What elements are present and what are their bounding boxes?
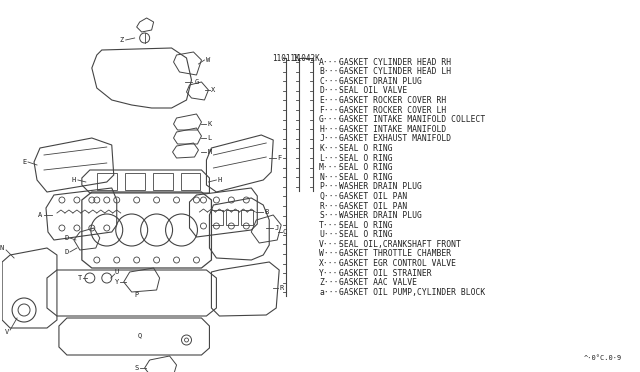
Text: V····: V····: [319, 240, 344, 249]
Text: K: K: [207, 121, 212, 127]
Text: T····: T····: [319, 221, 344, 230]
Text: SEAL OIL,CRANKSHAFT FRONT: SEAL OIL,CRANKSHAFT FRONT: [339, 240, 461, 249]
Text: D····: D····: [319, 86, 344, 95]
Text: Q: Q: [138, 332, 142, 338]
Text: G: G: [195, 79, 198, 85]
Text: 11042K: 11042K: [292, 54, 320, 62]
Text: Y····: Y····: [319, 269, 344, 278]
Text: GASKET EGR CONTROL VALVE: GASKET EGR CONTROL VALVE: [339, 259, 456, 268]
Text: E: E: [22, 159, 26, 165]
Text: GASKET ROCKER COVER RH: GASKET ROCKER COVER RH: [339, 96, 446, 105]
Text: E····: E····: [319, 96, 344, 105]
Text: GASKET OIL PUMP,CYLINDER BLOCK: GASKET OIL PUMP,CYLINDER BLOCK: [339, 288, 485, 297]
Text: N: N: [0, 245, 4, 251]
Text: GASKET DRAIN PLUG: GASKET DRAIN PLUG: [339, 77, 422, 86]
Text: R: R: [279, 285, 284, 291]
Text: X: X: [211, 87, 216, 93]
Text: W: W: [206, 57, 211, 63]
Text: B····: B····: [319, 67, 344, 76]
Text: GASKET CYLINDER HEAD RH: GASKET CYLINDER HEAD RH: [339, 58, 451, 67]
Text: V: V: [5, 329, 9, 335]
Text: P····: P····: [319, 182, 344, 191]
Text: C····: C····: [319, 77, 344, 86]
Text: Z: Z: [120, 37, 124, 43]
Text: GASKET ROCKER COVER LH: GASKET ROCKER COVER LH: [339, 106, 446, 115]
Text: S····: S····: [319, 211, 344, 220]
Text: GASKET OIL PAN: GASKET OIL PAN: [339, 192, 407, 201]
Text: Q····: Q····: [319, 192, 344, 201]
Text: WASHER DRAIN PLUG: WASHER DRAIN PLUG: [339, 182, 422, 191]
Text: J: J: [274, 225, 278, 231]
Text: GASKET INTAKE MANIFOLD: GASKET INTAKE MANIFOLD: [339, 125, 446, 134]
Text: B: B: [264, 209, 268, 215]
Text: K····: K····: [319, 144, 344, 153]
Text: Z····: Z····: [319, 278, 344, 287]
Text: L····: L····: [319, 154, 344, 163]
Text: F····: F····: [319, 106, 344, 115]
Text: N····: N····: [319, 173, 344, 182]
Text: SEAL O RING: SEAL O RING: [339, 144, 392, 153]
Text: H: H: [72, 177, 76, 183]
Text: C: C: [282, 229, 286, 235]
Text: D: D: [65, 249, 69, 255]
Text: D: D: [65, 235, 69, 241]
Text: GASKET OIL STRAINER: GASKET OIL STRAINER: [339, 269, 431, 278]
Text: SEAL O RING: SEAL O RING: [339, 154, 392, 163]
Text: SEAL O RING: SEAL O RING: [339, 163, 392, 172]
Text: 11011K: 11011K: [272, 54, 300, 62]
Text: GASKET THROTTLE CHAMBER: GASKET THROTTLE CHAMBER: [339, 250, 451, 259]
Text: J····: J····: [319, 134, 344, 143]
Text: M: M: [207, 149, 212, 155]
Text: SEAL O RING: SEAL O RING: [339, 173, 392, 182]
Text: X····: X····: [319, 259, 344, 268]
Text: A····: A····: [319, 58, 344, 67]
Text: H: H: [217, 177, 221, 183]
Text: L: L: [207, 135, 212, 141]
Text: U····: U····: [319, 230, 344, 239]
Text: F: F: [277, 155, 282, 161]
Text: SEAL OIL VALVE: SEAL OIL VALVE: [339, 86, 407, 95]
Text: S: S: [134, 365, 139, 371]
Text: GASKET INTAKE MANIFOLD COLLECT: GASKET INTAKE MANIFOLD COLLECT: [339, 115, 485, 124]
Text: A: A: [38, 212, 42, 218]
Text: H····: H····: [319, 125, 344, 134]
Text: U: U: [115, 269, 119, 275]
Text: ^·0°C.0·9: ^·0°C.0·9: [584, 355, 622, 361]
Text: WASHER DRAIN PLUG: WASHER DRAIN PLUG: [339, 211, 422, 220]
Text: W····: W····: [319, 250, 344, 259]
Text: Y: Y: [115, 279, 119, 285]
Text: GASKET CYLINDER HEAD LH: GASKET CYLINDER HEAD LH: [339, 67, 451, 76]
Text: SEAL O RING: SEAL O RING: [339, 230, 392, 239]
Text: a····: a····: [319, 288, 344, 297]
Text: GASKET EXHAUST MANIFOLD: GASKET EXHAUST MANIFOLD: [339, 134, 451, 143]
Text: M····: M····: [319, 163, 344, 172]
Text: GASKET OIL PAN: GASKET OIL PAN: [339, 202, 407, 211]
Text: G····: G····: [319, 115, 344, 124]
Text: P: P: [134, 292, 139, 298]
Text: SEAL O RING: SEAL O RING: [339, 221, 392, 230]
Text: GASKET AAC VALVE: GASKET AAC VALVE: [339, 278, 417, 287]
Text: R····: R····: [319, 202, 344, 211]
Text: T: T: [77, 275, 82, 281]
